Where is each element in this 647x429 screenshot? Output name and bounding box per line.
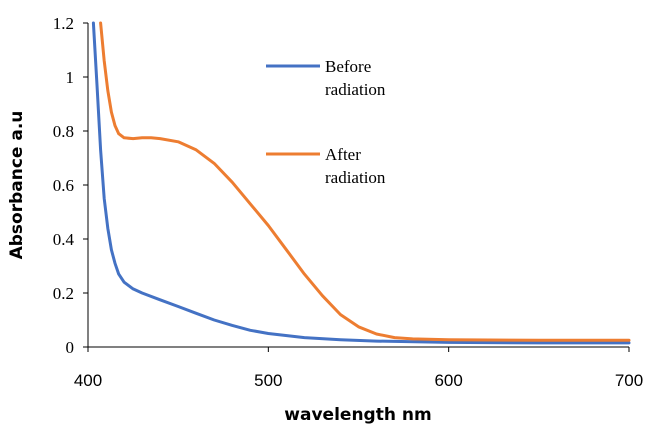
x-axis-ticks: 400 500 600 700: [74, 347, 643, 390]
y-tick-label: 1.2: [53, 14, 74, 33]
y-tick-label: 1: [66, 68, 75, 87]
series-line-after-radiation: [99, 21, 631, 342]
y-tick-label: 0.8: [53, 122, 74, 141]
x-tick-label: 400: [74, 371, 102, 390]
y-axis-title: Absorbance a.u: [7, 111, 27, 260]
x-tick-label: 500: [254, 371, 282, 390]
x-tick-label: 600: [434, 371, 462, 390]
y-tick-label: 0.2: [53, 284, 74, 303]
y-tick-label: 0: [66, 338, 75, 357]
legend-label: Before: [325, 57, 371, 76]
y-tick-label: 0.6: [53, 176, 74, 195]
legend-label: radiation: [325, 168, 386, 187]
x-tick-label: 700: [615, 371, 643, 390]
series-layer: [91, 21, 631, 345]
legend-label: After: [325, 145, 361, 164]
x-axis-title: wavelength nm: [284, 405, 431, 425]
y-axis-ticks: 0 0.2 0.4 0.6 0.8 1 1.2: [53, 14, 88, 357]
legend: Before radiation After radiation: [266, 57, 386, 187]
series-line-before-radiation: [91, 21, 631, 345]
legend-label: radiation: [325, 80, 386, 99]
y-tick-label: 0.4: [53, 230, 75, 249]
